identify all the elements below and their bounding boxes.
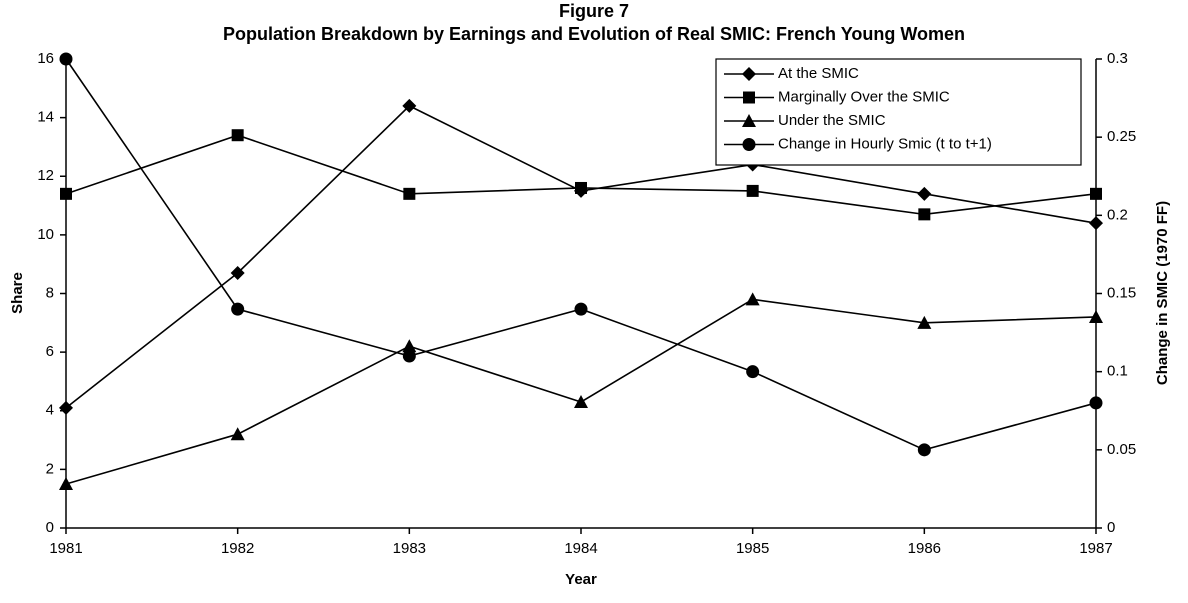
marker	[574, 394, 588, 408]
marker	[743, 91, 755, 104]
y-axis-label: Share	[9, 272, 26, 314]
marker	[59, 400, 73, 415]
marker	[1089, 309, 1103, 323]
x-axis-label: Year	[565, 571, 597, 588]
y2-tick-label: 0.15	[1107, 284, 1136, 301]
marker	[742, 138, 756, 151]
chart-title: Figure 7	[559, 1, 629, 21]
x-tick-label: 1987	[1079, 540, 1112, 557]
marker	[59, 477, 73, 491]
y-tick-label: 10	[37, 226, 54, 243]
marker	[918, 208, 931, 221]
y-tick-label: 14	[37, 109, 54, 126]
y2-tick-label: 0	[1107, 519, 1115, 536]
marker	[746, 365, 760, 379]
y-tick-label: 12	[37, 167, 54, 184]
marker	[230, 265, 245, 280]
legend-label: Marginally Over the SMIC	[778, 88, 950, 105]
x-tick-label: 1981	[49, 540, 82, 557]
marker	[231, 129, 244, 142]
marker	[403, 187, 416, 200]
marker	[231, 302, 245, 316]
marker	[1090, 187, 1102, 200]
x-tick-label: 1986	[908, 540, 941, 557]
marker	[745, 292, 760, 306]
marker	[917, 315, 932, 329]
y2-tick-label: 0.05	[1107, 441, 1136, 458]
legend-box	[715, 58, 1082, 166]
y-tick-label: 2	[46, 460, 54, 477]
x-tick-label: 1984	[564, 540, 597, 557]
y2-tick-label: 0.1	[1107, 363, 1128, 380]
marker	[742, 114, 756, 127]
x-tick-label: 1982	[221, 540, 254, 557]
marker	[402, 339, 417, 353]
marker	[1089, 396, 1103, 410]
legend-label: At the SMIC	[778, 65, 859, 82]
x-tick-label: 1985	[736, 540, 769, 557]
x-tick-label: 1983	[393, 540, 426, 557]
y-tick-label: 8	[46, 284, 54, 301]
marker	[59, 52, 73, 66]
y-tick-label: 0	[46, 519, 54, 536]
chart-subtitle: Population Breakdown by Earnings and Evo…	[223, 24, 965, 44]
marker	[746, 184, 759, 197]
y2-tick-label: 0.3	[1107, 50, 1128, 67]
legend-label: Under the SMIC	[778, 112, 886, 129]
y2-tick-label: 0.25	[1107, 128, 1136, 145]
y2-tick-label: 0.2	[1107, 206, 1128, 223]
marker	[574, 302, 588, 316]
marker	[402, 349, 416, 363]
series-line	[65, 298, 1097, 485]
legend: At the SMIC Marginally Over the SMIC Under…	[715, 58, 1082, 166]
y-tick-label: 16	[37, 50, 54, 67]
y-tick-label: 6	[46, 343, 54, 360]
marker	[402, 98, 417, 113]
marker	[575, 181, 587, 194]
marker	[917, 186, 932, 201]
marker	[742, 67, 756, 81]
legend-label: Change in Hourly Smic (t to t+1)	[778, 135, 992, 152]
y-tick-label: 4	[46, 402, 54, 419]
marker	[230, 427, 245, 441]
marker	[917, 443, 931, 457]
y2-axis-label: Change in SMIC (1970 FF)	[1154, 201, 1171, 385]
marker	[60, 187, 72, 200]
marker	[1089, 216, 1103, 231]
